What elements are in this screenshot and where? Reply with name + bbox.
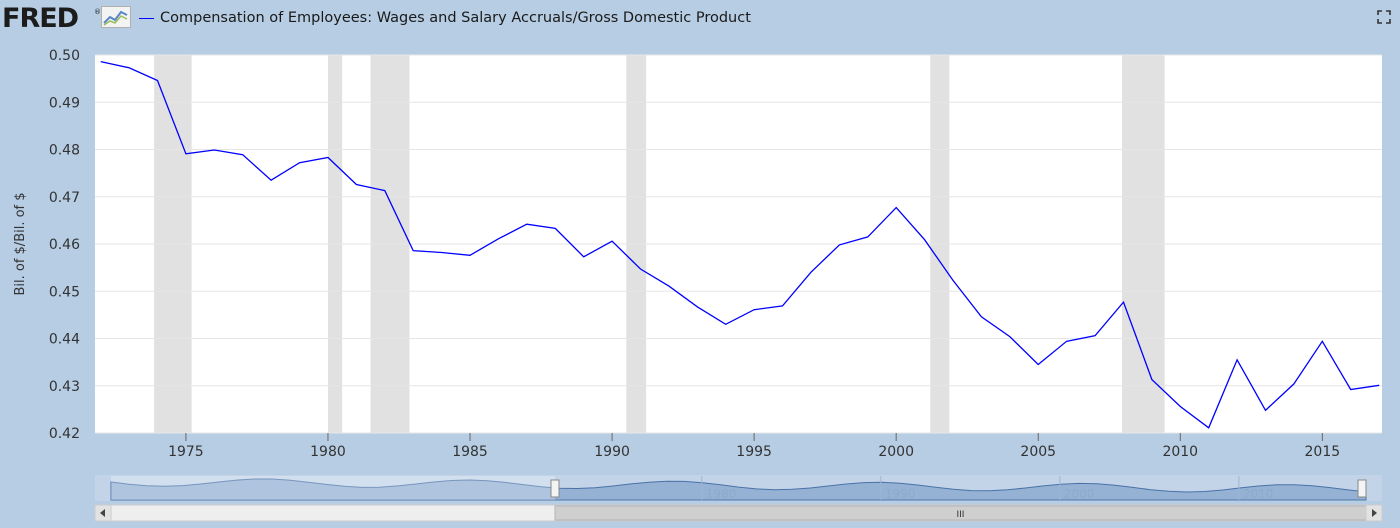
- x-axis-ticks: 1975 1980 1985 1990 1995 2000 2005 2010 2015: [168, 433, 1340, 460]
- navigator-label: 1980: [706, 487, 737, 501]
- y-tick-label: 0.43: [49, 379, 80, 395]
- x-tick-label: 1980: [310, 444, 346, 460]
- x-tick-label: 1975: [168, 444, 204, 460]
- registered-mark: ®: [94, 8, 101, 16]
- navigator-series-area: [110, 478, 1367, 501]
- y-tick-label: 0.42: [49, 426, 80, 442]
- scroll-right-arrow-icon: [1372, 509, 1377, 517]
- fred-logo[interactable]: FRED: [2, 3, 79, 34]
- x-tick-label: 1995: [736, 444, 772, 460]
- x-tick-label: 2010: [1162, 444, 1198, 460]
- navigator-label: 2000: [1064, 487, 1095, 501]
- legend-series-title: Compensation of Employees: Wages and Sal…: [160, 10, 751, 26]
- x-tick-label: 1985: [452, 444, 488, 460]
- fullscreen-icon[interactable]: [1376, 9, 1392, 25]
- y-tick-label: 0.46: [49, 237, 80, 253]
- y-axis-ticks: 0.42 0.43 0.44 0.45 0.46 0.47 0.48 0.49 0.50: [49, 48, 80, 442]
- line-graph-icon: [101, 6, 131, 28]
- scroll-left-arrow-icon: [100, 509, 105, 517]
- y-tick-label: 0.48: [49, 143, 80, 159]
- x-tick-label: 2005: [1020, 444, 1056, 460]
- y-tick-label: 0.44: [49, 332, 80, 348]
- line-chart: 0.42 0.43 0.44 0.45 0.46 0.47 0.48 0.49 0.50 197…: [13, 48, 1382, 460]
- navigator-right-handle[interactable]: [1357, 479, 1367, 498]
- navigator-label: 1990: [885, 487, 916, 501]
- x-tick-label: 2000: [878, 444, 914, 460]
- navigator-unselected-mask: [111, 476, 555, 500]
- x-tick-label: 1990: [594, 444, 630, 460]
- navigator-left-handle[interactable]: [550, 479, 560, 498]
- series-line[interactable]: [100, 60, 1380, 429]
- navigator-labels: 1980 1990 2000 2010: [701, 476, 1274, 501]
- y-tick-label: 0.50: [49, 48, 80, 64]
- y-axis-label: Bil. of $/Bil. of $: [13, 192, 28, 295]
- scrollbar[interactable]: III: [94, 504, 1383, 522]
- navigator-label: 2010: [1243, 487, 1274, 501]
- scrollbar-grip: III: [957, 510, 965, 520]
- y-tick-label: 0.49: [49, 95, 80, 111]
- legend-line-swatch: [139, 18, 154, 19]
- x-tick-label: 2015: [1305, 444, 1341, 460]
- y-tick-label: 0.47: [49, 190, 80, 206]
- chart-header: FRED ® Compensation of Employees: Wages …: [0, 0, 1400, 40]
- gridlines: [95, 54, 1382, 434]
- y-tick-label: 0.45: [49, 284, 80, 300]
